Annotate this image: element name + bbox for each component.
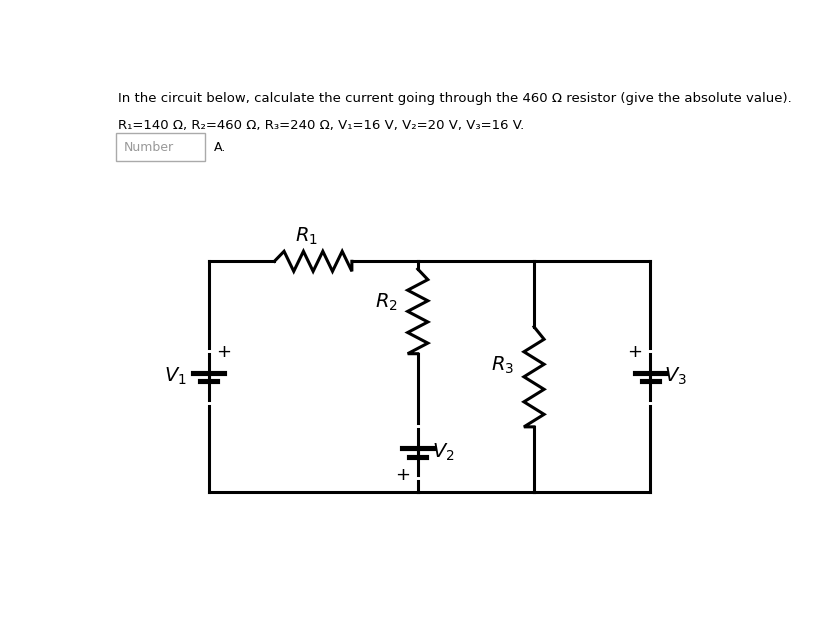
Text: A.: A. bbox=[214, 141, 226, 154]
Text: $R_1$: $R_1$ bbox=[296, 226, 318, 247]
Text: +: + bbox=[395, 466, 410, 484]
FancyBboxPatch shape bbox=[116, 133, 205, 161]
Text: In the circuit below, calculate the current going through the 460 Ω resistor (gi: In the circuit below, calculate the curr… bbox=[118, 92, 792, 105]
Text: $V_2$: $V_2$ bbox=[431, 442, 455, 463]
Text: R₁=140 Ω, R₂=460 Ω, R₃=240 Ω, V₁=16 V, V₂=20 V, V₃=16 V.: R₁=140 Ω, R₂=460 Ω, R₃=240 Ω, V₁=16 V, V… bbox=[118, 119, 524, 132]
Text: Number: Number bbox=[124, 141, 175, 154]
Text: +: + bbox=[217, 343, 232, 361]
Text: +: + bbox=[627, 343, 642, 361]
Text: $R_2$: $R_2$ bbox=[375, 292, 397, 313]
Text: $V_1$: $V_1$ bbox=[164, 366, 187, 388]
Text: $V_3$: $V_3$ bbox=[664, 366, 687, 388]
Text: $R_3$: $R_3$ bbox=[491, 355, 514, 376]
